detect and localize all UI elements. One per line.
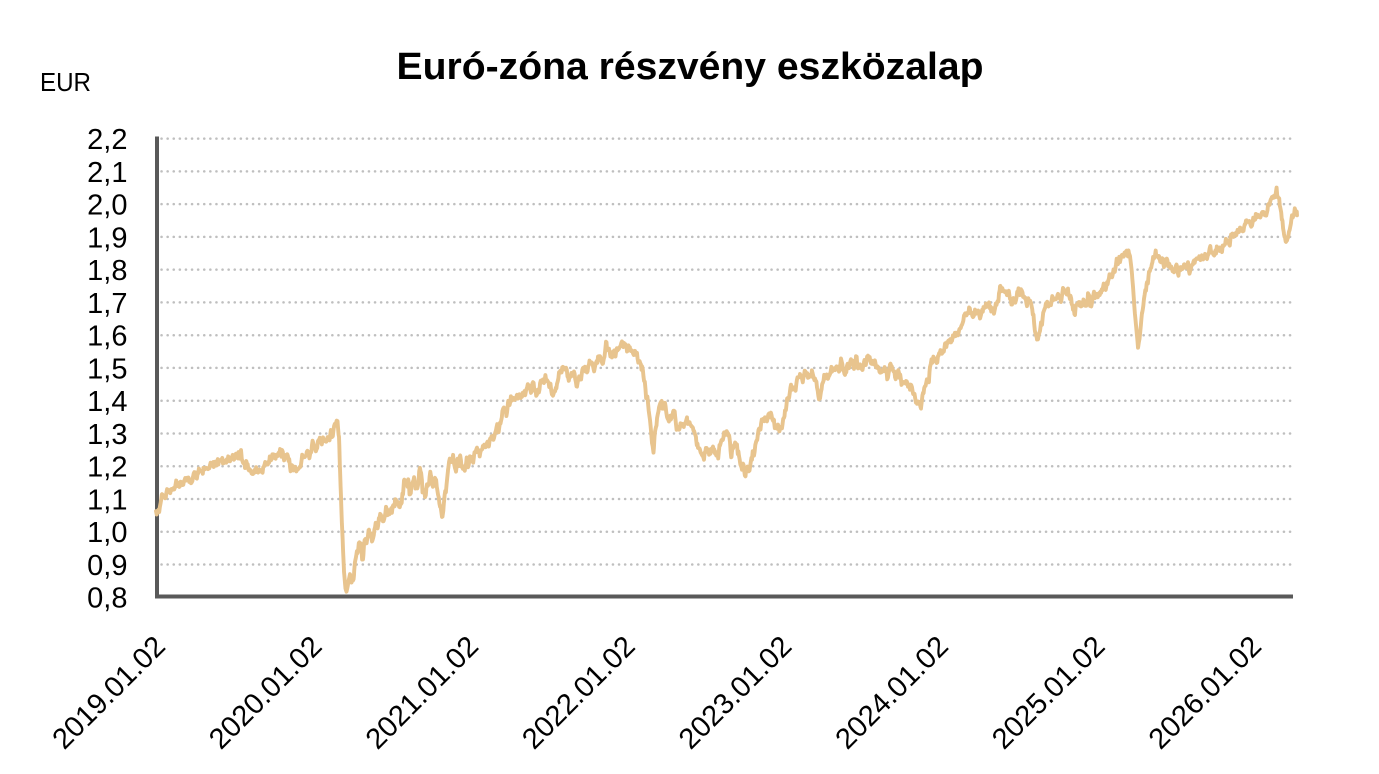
svg-text:1,3: 1,3 [87, 419, 127, 451]
svg-text:Euró-zóna részvény eszközalap: Euró-zóna részvény eszközalap [397, 46, 984, 88]
svg-text:1,8: 1,8 [87, 255, 127, 287]
svg-text:1,2: 1,2 [87, 452, 127, 484]
svg-text:0,8: 0,8 [87, 583, 127, 615]
svg-text:1,0: 1,0 [87, 517, 127, 549]
svg-text:1,4: 1,4 [87, 386, 127, 418]
svg-text:2024.01.02: 2024.01.02 [830, 630, 955, 755]
svg-text:2023.01.02: 2023.01.02 [673, 630, 798, 755]
svg-text:1,1: 1,1 [87, 484, 127, 516]
svg-text:1,7: 1,7 [87, 288, 127, 320]
svg-text:1,6: 1,6 [87, 321, 127, 353]
svg-text:EUR: EUR [40, 67, 91, 97]
svg-text:2,2: 2,2 [87, 124, 127, 156]
svg-text:0,9: 0,9 [87, 550, 127, 582]
svg-text:2022.01.02: 2022.01.02 [516, 630, 641, 755]
svg-text:2025.01.02: 2025.01.02 [986, 630, 1111, 755]
svg-text:2026.01.02: 2026.01.02 [1143, 630, 1268, 755]
svg-text:2,1: 2,1 [87, 157, 127, 189]
svg-text:2019.01.02: 2019.01.02 [47, 630, 172, 755]
svg-text:1,9: 1,9 [87, 222, 127, 254]
svg-text:1,5: 1,5 [87, 353, 127, 385]
svg-text:2,0: 2,0 [87, 190, 127, 222]
svg-text:2021.01.02: 2021.01.02 [360, 630, 485, 755]
svg-text:2020.01.02: 2020.01.02 [203, 630, 328, 755]
